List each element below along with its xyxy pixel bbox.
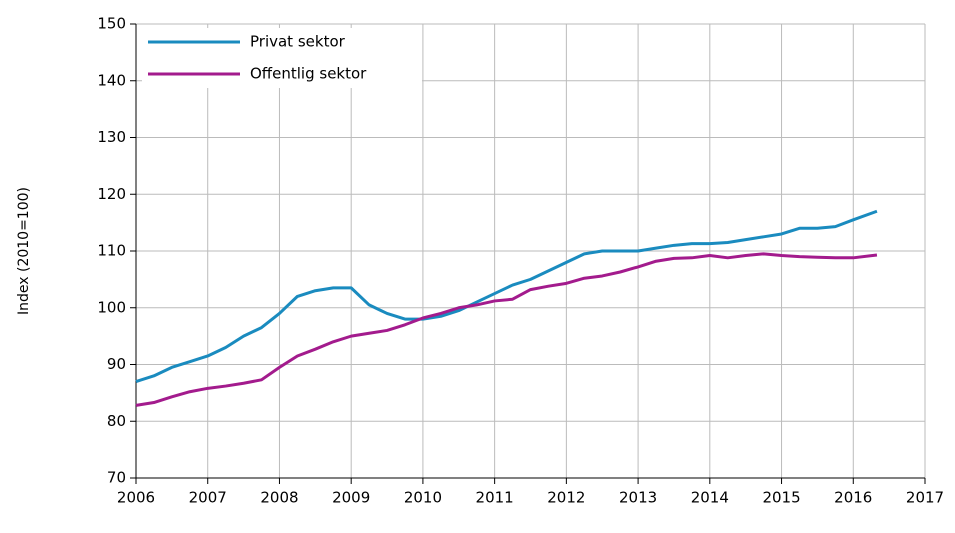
x-tick-label: 2008 — [260, 489, 298, 507]
y-tick-label: 140 — [97, 71, 126, 89]
line — [135, 209, 878, 383]
x-tick-label: 2010 — [404, 489, 442, 507]
x-tick-label: 2012 — [547, 489, 585, 507]
legend-label: Privat sektor — [250, 33, 346, 51]
line — [135, 252, 878, 407]
x-tick-label: 2014 — [691, 489, 729, 507]
legend-label: Offentlig sektor — [250, 65, 367, 83]
x-tick-label: 2016 — [834, 489, 872, 507]
x-tick-label: 2011 — [476, 489, 514, 507]
x-tick-label: 2015 — [762, 489, 800, 507]
y-tick-label: 100 — [97, 298, 126, 316]
y-tick-label: 130 — [97, 128, 126, 146]
y-tick-label: 70 — [107, 469, 126, 487]
y-tick-label: 120 — [97, 185, 126, 203]
x-tick-label: 2009 — [332, 489, 370, 507]
x-tick-label: 2017 — [906, 489, 944, 507]
x-tick-label: 2006 — [117, 489, 155, 507]
y-axis-label: Index (2010=100) — [16, 187, 32, 315]
x-tick-label: 2013 — [619, 489, 657, 507]
y-tick-label: 90 — [107, 355, 126, 373]
x-tick-label: 2007 — [189, 489, 227, 507]
y-tick-label: 110 — [97, 242, 126, 260]
y-tick-label: 80 — [107, 412, 126, 430]
legend-box — [142, 28, 422, 88]
y-tick-label: 150 — [97, 15, 126, 33]
